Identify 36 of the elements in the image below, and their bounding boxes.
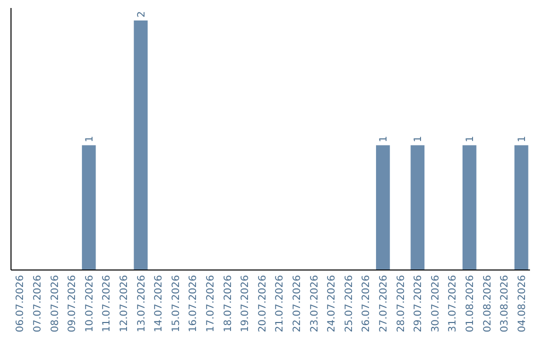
x-tick-label: 27.07.2026 <box>378 275 390 332</box>
x-tick-label: 16.07.2026 <box>188 275 200 332</box>
data-label: 2 <box>136 11 148 18</box>
x-tick-label: 12.07.2026 <box>118 275 130 332</box>
x-tick-label: 04.08.2026 <box>516 275 528 332</box>
x-tick-label: 26.07.2026 <box>361 275 372 332</box>
x-tick-label: 15.07.2026 <box>170 275 182 332</box>
x-tick-label: 28.07.2026 <box>396 275 407 332</box>
data-label: 1 <box>516 136 528 142</box>
data-label: 1 <box>378 136 390 142</box>
x-tick-label: 31.07.2026 <box>448 275 459 332</box>
x-tick-label: 23.07.2026 <box>309 275 320 332</box>
x-tick-label: 02.08.2026 <box>482 275 494 332</box>
x-tick-label: 20.07.2026 <box>257 275 268 332</box>
x-tick-label: 03.08.2026 <box>500 275 511 332</box>
x-tick-label: 01.08.2026 <box>464 275 476 332</box>
data-label: 1 <box>84 136 96 142</box>
x-tick-label: 13.07.2026 <box>136 275 148 332</box>
x-tick-label: 09.07.2026 <box>67 275 78 332</box>
x-tick-label: 10.07.2026 <box>84 275 96 332</box>
x-tick-label: 22.07.2026 <box>292 275 303 332</box>
x-tick-label: 21.07.2026 <box>274 275 286 332</box>
x-tick-label: 11.07.2026 <box>102 275 113 332</box>
x-tick-label: 30.07.2026 <box>430 275 442 332</box>
x-tick-label: 19.07.2026 <box>240 275 252 332</box>
x-tick-label: 08.07.2026 <box>50 275 61 332</box>
x-tick-label: 06.07.2026 <box>15 275 26 332</box>
x-tick-label: 07.07.2026 <box>32 275 44 332</box>
x-tick-label: 29.07.2026 <box>413 275 424 332</box>
x-tick-label: 18.07.2026 <box>222 275 234 332</box>
data-label: 1 <box>413 136 424 142</box>
x-tick-label: 17.07.2026 <box>205 275 216 332</box>
x-tick-label: 24.07.2026 <box>326 275 338 332</box>
data-label: 1 <box>464 136 476 142</box>
x-tick-label: 25.07.2026 <box>344 275 355 332</box>
x-tick-label: 14.07.2026 <box>154 275 165 332</box>
